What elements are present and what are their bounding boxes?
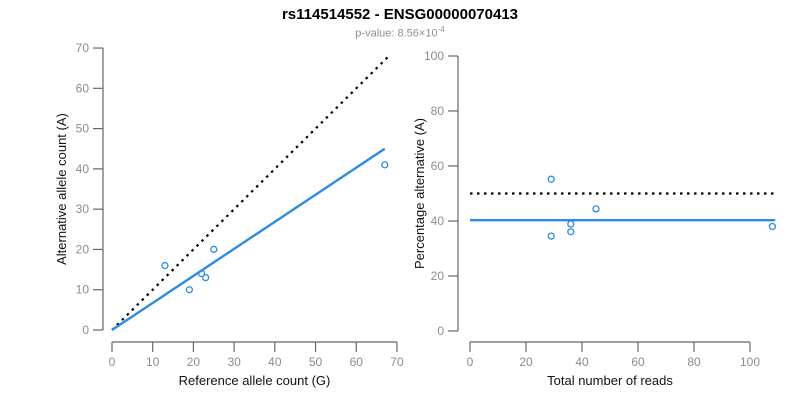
data-point xyxy=(547,175,555,183)
p-value-exponent: -4 xyxy=(437,25,445,34)
x-tick-label: 40 xyxy=(268,355,282,369)
x-axis-title: Reference allele count (G) xyxy=(179,373,331,388)
y-axis-title: Alternative allele count (A) xyxy=(54,113,69,265)
x-tick-label: 60 xyxy=(631,355,645,369)
x-tick-label: 20 xyxy=(187,355,201,369)
data-points xyxy=(547,175,777,240)
p-value-subtitle: p-value: 8.56×10-4 xyxy=(0,25,800,40)
data-point xyxy=(201,273,210,282)
data-point xyxy=(567,228,575,236)
x-tick-label: 10 xyxy=(146,355,160,369)
x-tick-label: 60 xyxy=(350,355,364,369)
fit-line xyxy=(111,147,386,331)
x-tick-label: 30 xyxy=(227,355,241,369)
y-axis: 0 20 40 60 80 100 Percentage alternative (A) xyxy=(412,49,459,338)
y-tick-label: 60 xyxy=(431,159,445,173)
data-point xyxy=(161,261,169,270)
data-point xyxy=(381,161,389,169)
y-tick-label: 0 xyxy=(437,324,444,338)
allele-counts-plot: 0 10 20 30 40 50 60 70 Alternative allele count … xyxy=(54,41,404,388)
y-tick-label: 40 xyxy=(76,162,90,176)
y-tick-label: 0 xyxy=(82,323,89,337)
x-tick-label: 50 xyxy=(309,355,323,369)
x-tick-label: 40 xyxy=(575,355,589,369)
y-tick-label: 80 xyxy=(431,104,445,118)
data-point xyxy=(185,286,193,294)
y-tick-label: 60 xyxy=(76,81,90,95)
percentage-vs-coverage-plot: 0 20 40 60 80 100 Percentage alternative (A) 0 2… xyxy=(412,49,777,388)
data-point xyxy=(592,205,600,213)
y-tick-label: 20 xyxy=(431,269,445,283)
y-tick-label: 40 xyxy=(431,214,445,228)
data-point xyxy=(210,245,218,254)
y-tick-label: 20 xyxy=(76,242,90,256)
p-value-text: p-value: 8.56×10 xyxy=(355,27,438,40)
identity-line xyxy=(111,55,390,331)
y-tick-label: 70 xyxy=(76,41,90,55)
data-point xyxy=(567,220,575,228)
x-tick-label: 70 xyxy=(390,355,404,369)
x-tick-label: 0 xyxy=(467,355,474,369)
x-tick-label: 20 xyxy=(519,355,533,369)
y-tick-label: 100 xyxy=(424,49,444,63)
data-point xyxy=(768,222,777,231)
x-tick-label: 0 xyxy=(109,355,116,369)
y-axis: 0 10 20 30 40 50 60 70 Alternative allele count … xyxy=(54,41,104,337)
y-axis-title: Percentage alternative (A) xyxy=(412,118,427,269)
x-tick-label: 80 xyxy=(687,355,701,369)
x-axis-title: Total number of reads xyxy=(547,373,673,388)
figure-title: rs114514552 - ENSG00000070413 xyxy=(281,6,519,23)
x-axis: 0 10 20 30 40 50 60 70 Reference allele count (G… xyxy=(109,341,404,388)
x-axis: 0 20 40 60 80 100 Total number of reads xyxy=(467,341,760,388)
y-tick-label: 10 xyxy=(76,283,90,297)
x-tick-label: 100 xyxy=(740,355,760,369)
data-points xyxy=(161,161,389,294)
data-point xyxy=(547,232,555,240)
y-tick-label: 50 xyxy=(76,122,90,136)
data-point xyxy=(197,269,206,278)
y-tick-label: 30 xyxy=(76,202,90,216)
